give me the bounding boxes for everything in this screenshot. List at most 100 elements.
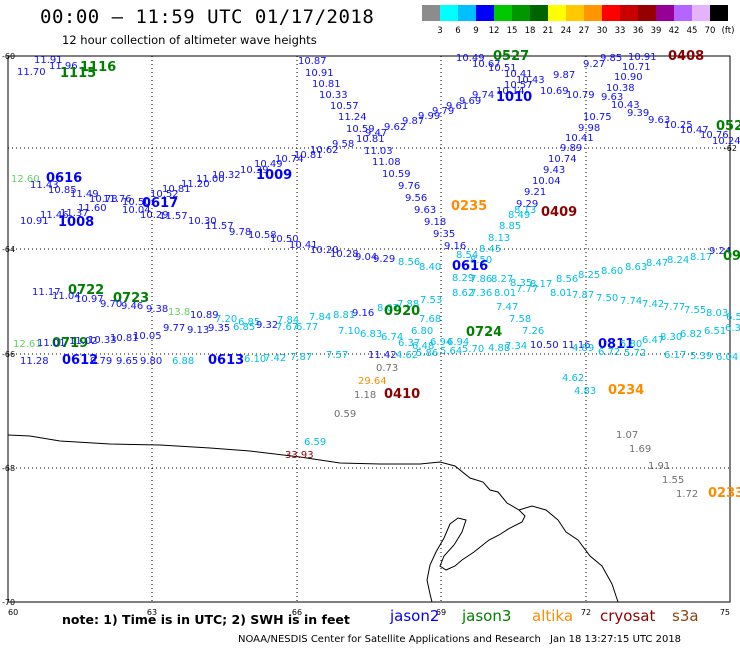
wave-height-value: 11.57 xyxy=(159,211,188,222)
wave-height-value: 10.41 xyxy=(504,69,533,80)
legend-jason2: jason2 xyxy=(390,607,440,625)
wave-height-value: 10.91 xyxy=(628,52,657,63)
wave-height-value: 9.46 xyxy=(121,301,143,312)
wave-height-value: 5.39 xyxy=(690,351,712,362)
wave-height-value: 7.87 xyxy=(290,352,312,363)
wave-height-value: 11.57 xyxy=(205,221,234,232)
wave-height-value: 8.40 xyxy=(419,262,441,273)
wave-height-value: 10.81 xyxy=(294,150,323,161)
wave-height-value: 11.28 xyxy=(20,356,49,367)
longitude-tick-label: 60 xyxy=(8,608,18,617)
scale-tick-label: 36 xyxy=(632,26,644,36)
antarctic-coastline xyxy=(7,434,619,603)
wave-height-value: 6.82 xyxy=(680,329,702,340)
wave-height-value: 10.67 xyxy=(472,59,501,70)
wave-height-value: 11.24 xyxy=(338,112,367,123)
wave-height-value: 9.65 xyxy=(116,356,138,367)
wave-height-value: 6.88 xyxy=(172,356,194,367)
wave-height-value: 8.13 xyxy=(488,233,510,244)
wave-height-value: 10.97 xyxy=(75,294,104,305)
wave-height-value: 10.29 xyxy=(140,210,169,221)
scale-swatch xyxy=(710,5,728,21)
wave-height-value: 11.03 xyxy=(364,146,393,157)
wave-height-value: 10.81 xyxy=(162,184,191,195)
wave-height-value: 6.04 xyxy=(716,352,738,363)
wave-height-value: 8.24 xyxy=(667,255,689,266)
wave-height-value: 4.88 xyxy=(488,343,510,354)
scale-swatch xyxy=(620,5,638,21)
wave-height-value: 10.52 xyxy=(150,189,179,200)
scale-swatch xyxy=(548,5,566,21)
wave-height-value: 9.98 xyxy=(578,123,600,134)
scale-tick-label: 45 xyxy=(686,26,698,36)
wave-height-value: 6.17 xyxy=(664,350,686,361)
wave-height-value: 4.83 xyxy=(574,386,596,397)
wave-height-value: 9.47 xyxy=(365,128,387,139)
wave-height-value: 6.36 xyxy=(725,323,740,334)
wave-height-value: 7.47 xyxy=(496,302,518,313)
map-subtitle: 12 hour collection of altimeter wave hei… xyxy=(62,33,317,47)
generation-timestamp: Jan 18 13:27:15 UTC 2018 xyxy=(550,634,682,645)
wave-height-value: 29.64 xyxy=(358,376,387,387)
wave-height-value: 6.77 xyxy=(296,322,318,333)
wave-height-value: 9.80 xyxy=(140,356,162,367)
wave-height-value: 8.17 xyxy=(530,279,552,290)
wave-height-value: 10.20 xyxy=(310,245,339,256)
wave-height-value: 9.35 xyxy=(433,229,455,240)
wave-height-value: 10.59 xyxy=(382,169,411,180)
wave-height-value: 33.93 xyxy=(285,450,314,461)
latitude-tick-label: -70 xyxy=(2,598,15,607)
wave-height-value: 8.25 xyxy=(578,270,600,281)
legend-jason3: jason3 xyxy=(462,607,512,625)
wave-height-value: 7.20 xyxy=(215,314,237,325)
wave-height-value: 0.73 xyxy=(376,363,398,374)
wave-height-value: 6.94 xyxy=(430,337,452,348)
wave-height-value: 9.61 xyxy=(446,101,468,112)
scale-tick-label: 70 xyxy=(704,26,716,36)
wave-height-value: 11.49 xyxy=(70,189,99,200)
wave-height-value: 10.24 xyxy=(712,136,740,147)
wave-height-value: 5.80 xyxy=(620,339,642,350)
pass-time-label: 0616 xyxy=(452,259,488,274)
wave-height-value: 7.57 xyxy=(326,350,348,361)
longitude-tick-label: 72 xyxy=(581,608,591,617)
wave-height-value: 11.46 xyxy=(40,210,69,221)
wave-height-value: 8.60 xyxy=(601,266,623,277)
wave-height-value: 11.37 xyxy=(60,208,89,219)
wave-height-value: 1.18 xyxy=(354,390,376,401)
wave-height-value: 8.01 xyxy=(550,288,572,299)
wave-height-value: 8.85 xyxy=(499,221,521,232)
wave-height-value: 6.74 xyxy=(381,332,403,343)
wave-height-value: 4.62 xyxy=(562,373,584,384)
wave-height-value: 7.50 xyxy=(596,293,618,304)
wave-height-value: 10.05 xyxy=(133,331,162,342)
scale-swatch xyxy=(440,5,458,21)
wave-height-value: 11.01 xyxy=(37,338,66,349)
scale-swatch xyxy=(530,5,548,21)
wave-height-value: 4.89 xyxy=(572,343,594,354)
wave-height-value: 8.63 xyxy=(625,262,647,273)
wave-height-value: 6.83 xyxy=(360,329,382,340)
wave-height-value: 7.88 xyxy=(397,299,419,310)
wave-height-value: 8.03 xyxy=(706,308,728,319)
pass-time-label: 0527 xyxy=(493,49,529,64)
wave-height-value: 9.58 xyxy=(332,139,354,150)
pass-time-label: 0527 xyxy=(716,119,740,134)
wave-height-value: 9.70 xyxy=(100,299,122,310)
wave-height-value: 7.87 xyxy=(572,290,594,301)
pass-time-label: 0612 xyxy=(62,353,98,368)
wave-height-value: 9.29 xyxy=(516,199,538,210)
pass-time-label: 0724 xyxy=(466,325,502,340)
scale-tick-label: 30 xyxy=(596,26,608,36)
wave-height-value: 13.8 xyxy=(168,307,190,318)
wave-height-value: 7.84 xyxy=(309,312,331,323)
wave-height-value: 10.39 xyxy=(240,165,269,176)
wave-height-value: 10.51 xyxy=(488,63,517,74)
wave-height-value: 5.86 xyxy=(416,348,438,359)
wave-height-value: 7.77 xyxy=(663,302,685,313)
wave-height-value: 6.59 xyxy=(304,437,326,448)
wave-height-value: 5.70 xyxy=(462,344,484,355)
wave-height-value: 11.16 xyxy=(562,340,591,351)
scale-swatch xyxy=(566,5,584,21)
